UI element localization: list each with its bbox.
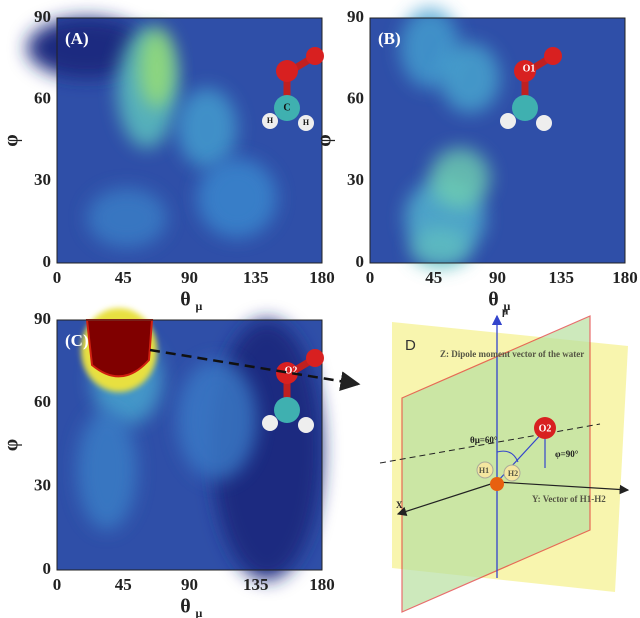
x-tick-label: 45 (115, 575, 132, 594)
atom (274, 397, 300, 423)
atom (298, 115, 314, 131)
y-axis-label: Y: Vector of H1-H2 (532, 494, 606, 504)
atom (306, 47, 324, 65)
x-tick-label: 135 (243, 575, 269, 594)
mu-symbol: μ (502, 306, 509, 318)
x-tick-label: 45 (115, 268, 132, 287)
pointer-arrow (149, 348, 361, 392)
x-tick-label: 180 (612, 268, 638, 287)
x-axis-label: X (396, 500, 403, 510)
atom (536, 115, 552, 131)
x-tick-label: 0 (366, 268, 375, 287)
x-tick-label: 180 (309, 575, 335, 594)
y-tick-label: 30 (347, 170, 364, 189)
atom-label: H (267, 116, 274, 125)
x-tick-label: 90 (489, 268, 506, 287)
atom-label: O2 (539, 423, 552, 434)
y-tick-label: 90 (347, 7, 364, 26)
y-tick-label: 30 (34, 476, 51, 495)
y-tick-label: 60 (347, 89, 364, 108)
x-tick-label: 0 (53, 575, 62, 594)
panel-label: D (405, 337, 416, 354)
x-tick-label: 45 (425, 268, 442, 287)
x-axis-subscript: μ (504, 299, 511, 313)
y-tick-label: 60 (34, 89, 51, 108)
atom (306, 349, 324, 367)
atom (503, 464, 521, 482)
x-tick-label: 90 (181, 268, 198, 287)
atom-label: O2 (285, 365, 298, 376)
atom (262, 113, 278, 129)
x-tick-label: 180 (309, 268, 335, 287)
panel-label: (C) (65, 331, 89, 350)
z-axis-label: Z: Dipole moment vector of the water (440, 349, 584, 359)
x-axis-subscript: μ (196, 299, 203, 313)
atom-label: C (283, 102, 290, 113)
y-tick-label: 0 (356, 252, 365, 271)
heatmap-region (87, 188, 167, 248)
atom (262, 415, 278, 431)
heatmap-region (77, 410, 137, 530)
plot-frame (369, 17, 626, 264)
y-tick-label: 30 (34, 170, 51, 189)
atom-label: O1 (523, 63, 536, 74)
theta-label: θμ=60° (470, 435, 498, 445)
dashed-axis (379, 423, 601, 464)
atom (476, 461, 494, 479)
heatmap-region (177, 88, 237, 168)
theta-arc (496, 450, 519, 463)
heatmap-region (177, 360, 257, 480)
plot-frame (56, 17, 323, 264)
y-tick-label: 60 (34, 392, 51, 411)
y-tick-label: 90 (34, 7, 51, 26)
atom (534, 417, 556, 439)
panel-label: (A) (65, 29, 89, 48)
y-axis-label: φ (314, 134, 336, 146)
atom (512, 95, 538, 121)
x-tick-label: 90 (181, 575, 198, 594)
atom-label: H2 (508, 469, 518, 478)
y-axis-label: φ (1, 439, 23, 451)
atom (298, 417, 314, 433)
yz-plane (401, 315, 591, 613)
atom (500, 113, 516, 129)
heatmap-region (430, 148, 490, 208)
y-tick-label: 0 (43, 559, 52, 578)
x-axis-label: θ (180, 596, 190, 618)
plot-frame (56, 319, 323, 571)
phi-label: φ=90° (555, 449, 579, 459)
atom (276, 362, 298, 384)
y-tick-label: 90 (34, 309, 51, 328)
heatmap-region (85, 319, 154, 378)
diagram: D Z: Dipole moment vector of the water μ… (379, 306, 630, 613)
heatmap-region (197, 158, 277, 238)
atom (514, 60, 536, 82)
y-tick-label: 0 (43, 252, 52, 271)
heatmap-panel: (C) O2 0 45 90 135 180 0 30 60 90 θ μ φ (1, 308, 335, 618)
x-axis-subscript: μ (196, 606, 203, 618)
heatmap-region (410, 228, 470, 268)
heatmap-region (139, 28, 175, 108)
x-tick-label: 135 (243, 268, 269, 287)
y-axis (496, 481, 630, 495)
atom-label: H (303, 118, 310, 127)
atom (490, 477, 504, 491)
x-tick-label: 135 (549, 268, 575, 287)
x-axis-label: θ (488, 289, 498, 311)
heatmap-region (440, 43, 500, 113)
atom (276, 60, 298, 82)
panel-label: (B) (378, 29, 401, 48)
x-tick-label: 0 (53, 268, 62, 287)
x-axis-label: θ (180, 289, 190, 311)
y-axis-label: φ (1, 134, 23, 146)
atom-label: H1 (479, 466, 489, 475)
x-axis (396, 481, 498, 516)
atom (544, 47, 562, 65)
atom (274, 95, 300, 121)
heatmap-panel: (B) O1 0 45 90 135 180 0 30 60 90 θ μ φ (314, 7, 638, 313)
